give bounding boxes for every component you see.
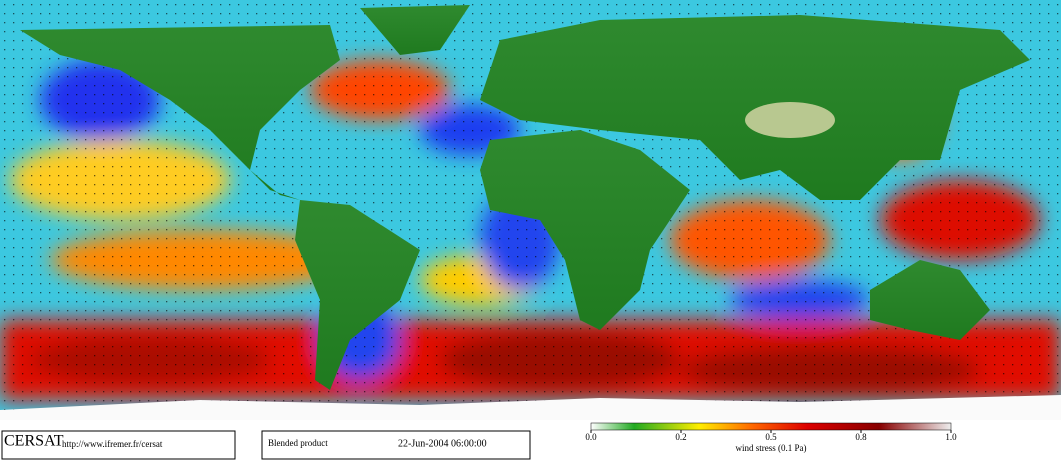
credit-box — [1, 430, 236, 460]
colorbar-label: wind stress (0.1 Pa) — [736, 443, 807, 453]
colorbar-tick-label: 0.0 — [585, 432, 597, 442]
colorbar-tick-label: 0.5 — [765, 432, 777, 442]
antarctica — [0, 395, 1061, 420]
colorbar — [590, 422, 952, 431]
continents — [20, 5, 1030, 390]
datetime: 22-Jun-2004 06:00:00 — [398, 438, 487, 449]
product: Blended product — [268, 438, 328, 448]
colorbar-tick-label: 0.8 — [855, 432, 867, 442]
product-box — [261, 430, 531, 460]
colorbar-tick-label: 0.2 — [675, 432, 686, 442]
brand: CERSAT — [4, 433, 64, 450]
colorbar-tick-label: 1.0 — [945, 432, 957, 442]
url: http://www.ifremer.fr/cersat — [62, 439, 163, 449]
